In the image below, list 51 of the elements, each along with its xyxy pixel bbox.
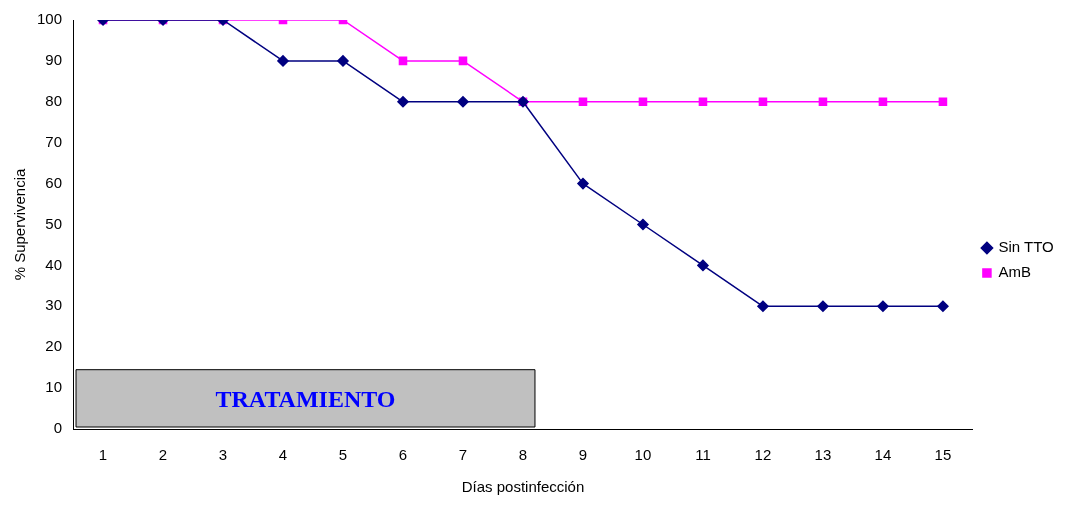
y-tick-label: 100 — [37, 10, 63, 28]
x-tick-label: 4 — [278, 446, 288, 464]
x-tick-label: 14 — [874, 446, 892, 464]
x-tick-label: 11 — [695, 446, 711, 464]
point — [458, 56, 468, 66]
y-tick-label: 20 — [45, 337, 63, 355]
y-tick-label: 0 — [53, 419, 63, 437]
x-tick-label: 3 — [218, 446, 228, 464]
point — [337, 55, 349, 67]
x-tick-label: 12 — [754, 446, 772, 464]
y-tick-label: 50 — [45, 214, 63, 232]
legend-label: Sin TTO — [998, 238, 1054, 256]
x-tick-label: 5 — [338, 446, 348, 464]
y-tick-label: 60 — [45, 173, 63, 191]
point — [638, 97, 648, 107]
y-tick-label: 10 — [45, 378, 63, 396]
point — [277, 55, 289, 67]
point — [878, 97, 888, 107]
point — [637, 218, 649, 231]
y-tick-label: 90 — [45, 51, 63, 69]
band-label: TRATAMIENTO — [215, 385, 396, 412]
point — [577, 177, 589, 190]
y-tick-label: 80 — [45, 91, 63, 109]
x-tick-label: 1 — [98, 446, 108, 464]
point — [698, 97, 708, 107]
point — [397, 96, 409, 108]
x-tick-label: 8 — [518, 446, 528, 464]
x-tick-label: 6 — [398, 446, 408, 464]
point — [937, 300, 949, 313]
y-tick-label: 40 — [45, 255, 63, 273]
x-tick-label: 7 — [458, 446, 468, 464]
x-axis-title: Días postinfección — [461, 478, 585, 496]
point — [457, 96, 469, 108]
legend-label: AmB — [998, 263, 1031, 281]
y-tick-label: 30 — [45, 296, 63, 314]
point — [938, 97, 948, 107]
point — [578, 97, 588, 107]
point — [758, 97, 768, 107]
y-tick-label: 70 — [45, 132, 63, 150]
x-tick-label: 15 — [934, 446, 952, 464]
point — [818, 97, 828, 107]
point — [398, 56, 408, 66]
point — [697, 259, 709, 272]
point — [757, 300, 769, 313]
y-axis-title: % Supervivencia — [11, 167, 29, 281]
x-tick-label: 10 — [634, 446, 652, 464]
x-tick-label: 13 — [814, 446, 832, 464]
point — [877, 300, 889, 313]
x-tick-label: 2 — [158, 446, 168, 464]
point — [817, 300, 829, 313]
x-tick-label: 9 — [578, 446, 588, 464]
